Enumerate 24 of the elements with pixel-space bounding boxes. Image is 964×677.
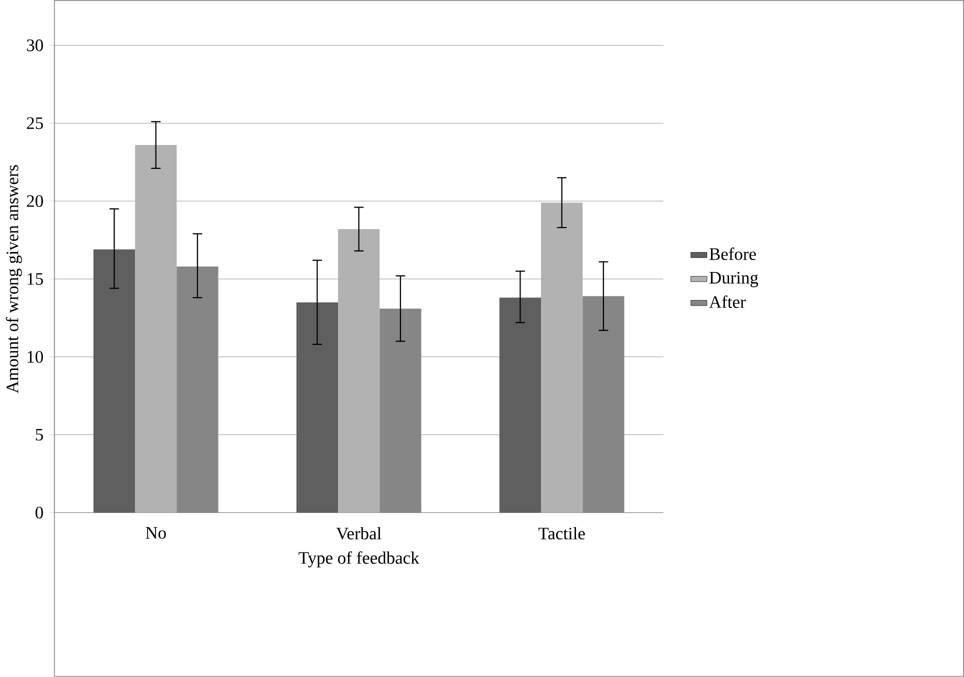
bar	[380, 308, 422, 513]
y-tick-label: 15	[28, 273, 43, 285]
y-tick-label: 25	[26, 117, 43, 130]
x-axis-title: Type of feedback	[298, 551, 420, 568]
y-tick-label: 10	[28, 351, 43, 363]
bar	[582, 296, 624, 513]
bar	[93, 249, 136, 513]
x-tick-label: Tactile	[538, 527, 585, 540]
bar	[541, 202, 583, 513]
y-tick-label: 30	[27, 39, 43, 52]
bar	[296, 302, 338, 513]
bar	[499, 298, 542, 513]
bar	[338, 229, 380, 513]
bar	[135, 145, 177, 513]
y-axis-title: Amount of wrong given answers	[6, 165, 22, 394]
legend-label: Before	[709, 248, 756, 260]
y-tick-label: 5	[36, 428, 43, 441]
x-tick-label: No	[146, 527, 166, 539]
y-tick-label: 0	[36, 506, 43, 519]
legend-label: During	[709, 272, 758, 288]
bar	[176, 266, 218, 513]
y-tick-label: 20	[26, 195, 43, 208]
legend-label: After	[709, 296, 746, 308]
x-tick-label: Verbal	[336, 527, 382, 540]
